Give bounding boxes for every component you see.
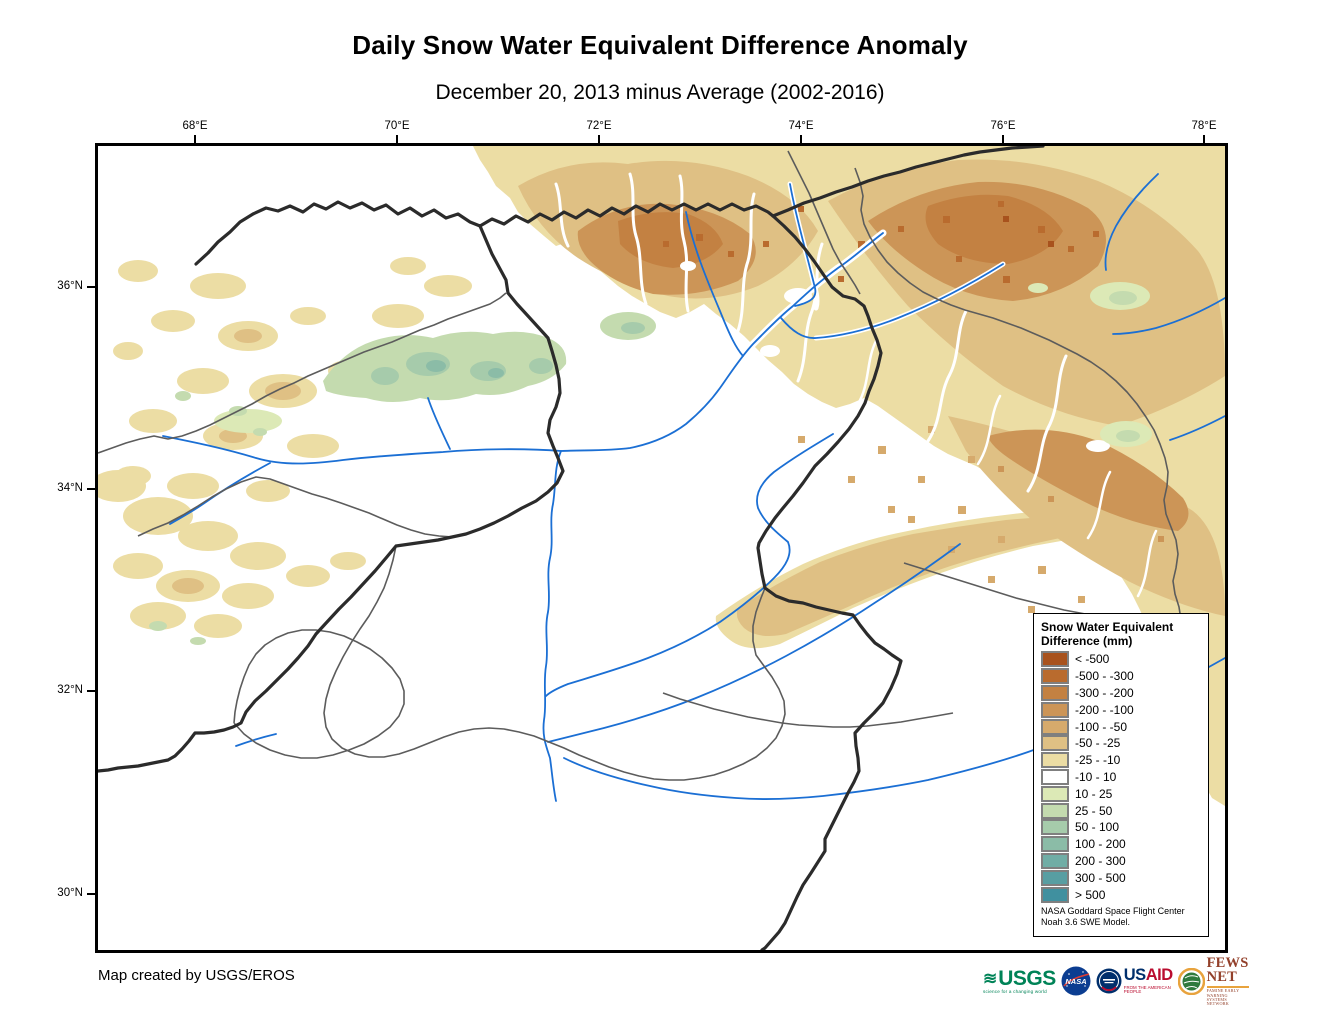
terrain-negative-anomaly [98, 146, 1225, 806]
usaid-logo: USAID FROM THE AMERICAN PEOPLE [1096, 967, 1173, 994]
legend-swatch [1041, 752, 1069, 769]
y-axis-tick [87, 690, 95, 692]
legend-item: -25 - -10 [1041, 752, 1202, 769]
x-axis-tick [800, 135, 802, 143]
river-kabul [162, 435, 562, 465]
legend-item: 200 - 300 [1041, 852, 1202, 870]
usgs-logo: ≋ USGS science for a changing world [983, 966, 1056, 994]
fewsnet-underline [1206, 985, 1249, 989]
legend-items: < -500 -500 - -300 -300 - -200 -200 - -1… [1041, 651, 1202, 903]
map-frame: Snow Water Equivalent Difference (mm) < … [95, 143, 1228, 953]
x-axis-tick [396, 135, 398, 143]
river-indus-lower [542, 450, 562, 802]
fewsnet-logo: FEWS NET FAMINE EARLY WARNING SYSTEMS NE… [1177, 956, 1249, 1006]
map-credit: Map created by USGS/EROS [98, 967, 295, 984]
x-axis-tick [1002, 135, 1004, 143]
legend-item: 10 - 25 [1041, 785, 1202, 802]
legend-swatch [1041, 668, 1069, 685]
legend-swatch [1041, 836, 1069, 853]
x-axis-label: 68°E [182, 120, 208, 132]
subbasin-boundaries [98, 150, 1184, 781]
legend-swatch [1041, 651, 1069, 668]
x-axis-tick [1203, 135, 1205, 143]
legend-item: 25 - 50 [1041, 802, 1202, 819]
legend-source-note: NASA Goddard Space Flight Center Noah 3.… [1041, 905, 1185, 927]
river-indus-upper [560, 232, 884, 452]
legend-item: < -500 [1041, 651, 1202, 668]
legend-item: -100 - -50 [1041, 718, 1202, 735]
legend-item: -10 - 10 [1041, 768, 1202, 786]
usgs-wave-icon: ≋ [983, 968, 998, 988]
river-jhelum [545, 433, 834, 697]
nasa-logo-icon: NASA [1061, 966, 1091, 996]
river-chenab [547, 543, 961, 743]
legend-swatch [1041, 768, 1069, 785]
legend-item: 300 - 500 [1041, 869, 1202, 886]
usaid-seal-icon [1096, 968, 1122, 994]
page-subtitle: December 20, 2013 minus Average (2002-20… [435, 81, 885, 104]
x-axis-label: 70°E [384, 120, 410, 132]
x-axis-tick [598, 135, 600, 143]
legend-swatch [1041, 735, 1069, 752]
legend-item: > 500 [1041, 886, 1202, 903]
terrain-positive-anomaly [149, 282, 1152, 645]
map-canvas [98, 146, 1225, 950]
y-axis-tick [87, 488, 95, 490]
legend-item: -50 - -25 [1041, 735, 1202, 752]
legend-swatch [1041, 886, 1069, 903]
legend-swatch [1041, 802, 1069, 819]
page-title: Daily Snow Water Equivalent Difference A… [352, 30, 968, 60]
y-axis-label: 34°N [57, 482, 83, 494]
x-axis-tick [194, 135, 196, 143]
x-axis-label: 78°E [1191, 120, 1217, 132]
y-axis-label: 30°N [57, 887, 83, 899]
legend-item: -200 - -100 [1041, 701, 1202, 718]
x-axis-label: 76°E [990, 120, 1016, 132]
legend-swatch [1041, 852, 1069, 869]
legend-item: -500 - -300 [1041, 668, 1202, 685]
y-axis-tick [87, 893, 95, 895]
legend-swatch [1041, 701, 1069, 718]
fewsnet-globe-icon [1177, 967, 1205, 995]
legend-swatch [1041, 684, 1069, 701]
y-axis-tick [87, 286, 95, 288]
x-axis-label: 74°E [788, 120, 814, 132]
basin-boundary [98, 146, 1045, 950]
x-axis-label: 72°E [586, 120, 612, 132]
logo-bar: ≋ USGS science for a changing world NASA [983, 956, 1249, 1006]
legend-item: 50 - 100 [1041, 819, 1202, 836]
legend-swatch [1041, 869, 1069, 886]
legend-title: Snow Water Equivalent Difference (mm) [1041, 620, 1174, 648]
legend-swatch [1041, 718, 1069, 735]
river-lines [162, 173, 1225, 802]
legend-swatch [1041, 785, 1069, 802]
y-axis-label: 32°N [57, 684, 83, 696]
legend-item: -300 - -200 [1041, 684, 1202, 702]
legend-swatch [1041, 819, 1069, 836]
svg-text:NASA: NASA [1065, 977, 1086, 986]
legend-item: 100 - 200 [1041, 836, 1202, 853]
y-axis-label: 36°N [57, 280, 83, 292]
map-legend: Snow Water Equivalent Difference (mm) < … [1033, 613, 1209, 937]
